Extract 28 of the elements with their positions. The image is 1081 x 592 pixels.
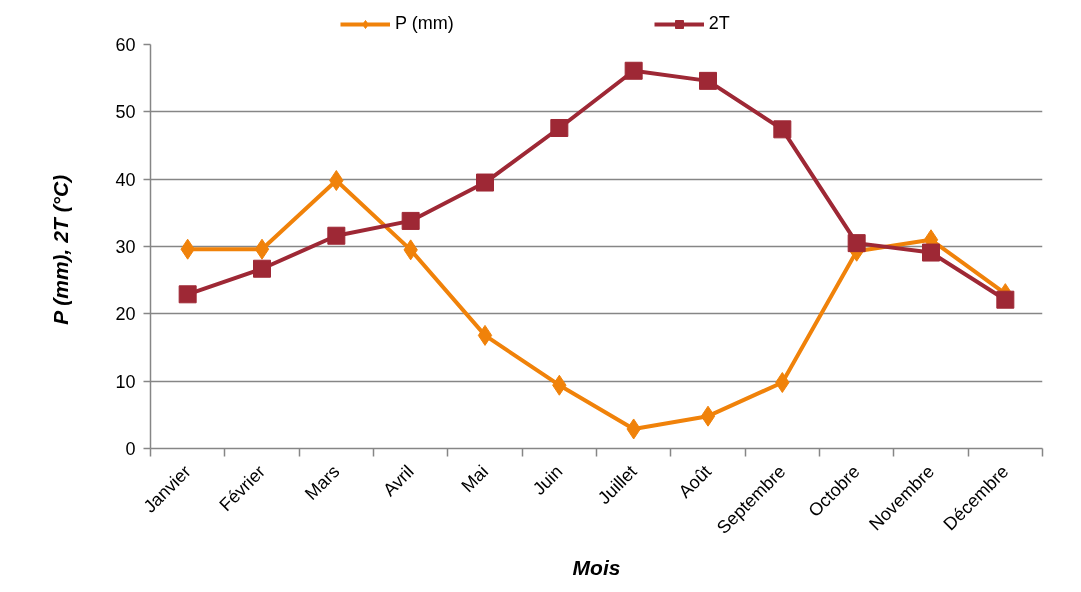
point	[477, 324, 493, 346]
point	[476, 173, 494, 192]
x-tick-label: Mai	[457, 461, 493, 497]
point	[699, 71, 717, 90]
point	[253, 259, 271, 278]
point	[996, 290, 1015, 309]
legend-label: 2T	[708, 13, 730, 34]
point	[401, 211, 420, 230]
point	[922, 243, 940, 262]
y-tick-label: 10	[115, 371, 136, 392]
x-axis-title: Mois	[572, 555, 621, 579]
point	[700, 405, 716, 427]
y-tick-label: 40	[115, 169, 136, 190]
y-tick-label: 30	[115, 237, 136, 257]
x-tick-label: Juin	[528, 461, 567, 499]
point	[773, 120, 792, 139]
y-tick-label: 20	[115, 304, 136, 325]
y-tick-label: 60	[115, 35, 136, 55]
y-axis-title: P (mm), 2T (°C)	[49, 174, 73, 325]
point	[847, 234, 866, 253]
point	[254, 238, 270, 260]
point	[327, 226, 346, 245]
y-tick-label: 0	[125, 439, 136, 459]
legend-label: P (mm)	[395, 13, 454, 34]
point	[550, 118, 569, 137]
point	[178, 285, 197, 304]
point	[624, 61, 643, 80]
y-tick-label: 50	[115, 102, 136, 123]
